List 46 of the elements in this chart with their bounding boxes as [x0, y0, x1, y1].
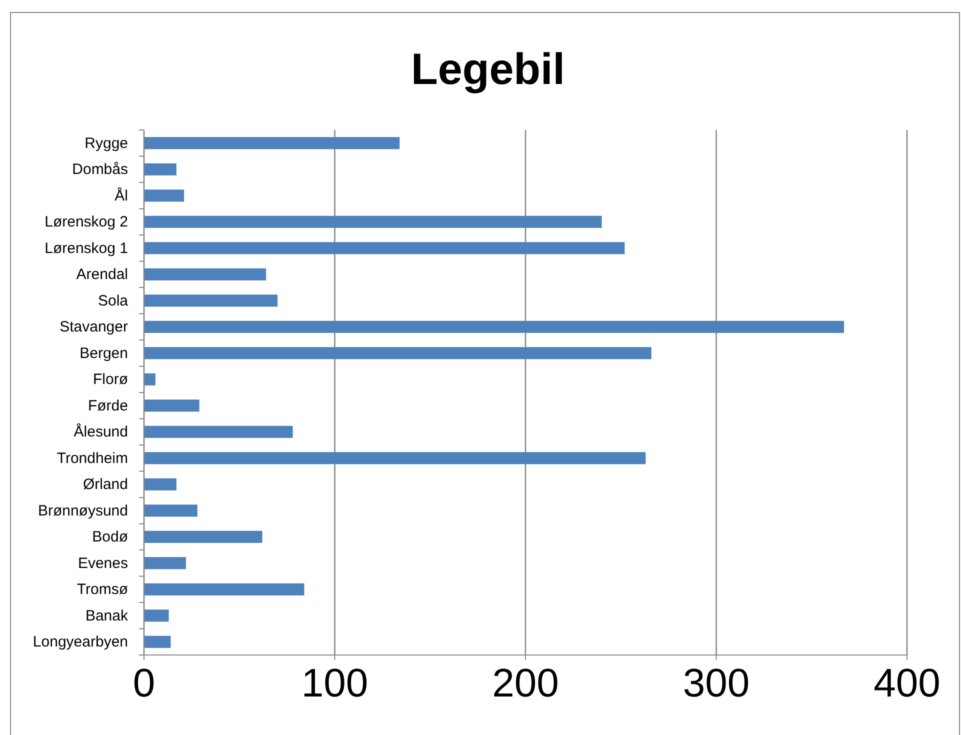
y-tick-label: Lørenskog 2	[44, 214, 128, 231]
bar	[144, 190, 184, 202]
x-tick-label: 300	[682, 661, 750, 706]
bar	[144, 400, 200, 412]
y-tick-label: Brønnøysund	[38, 502, 128, 520]
y-tick-label: Ål	[114, 186, 128, 204]
y-tick-label: Tromsø	[76, 581, 128, 598]
y-tick-label: Florø	[93, 371, 128, 388]
bar	[144, 268, 266, 280]
y-tick-label: Stavanger	[60, 318, 128, 336]
bar	[144, 163, 176, 176]
y-tick-label: Ørland	[82, 476, 128, 494]
bar	[144, 216, 602, 228]
y-tick-label: Longyearbyen	[32, 634, 128, 651]
y-tick-label: Bodø	[92, 528, 128, 546]
bar	[144, 583, 304, 596]
y-tick-label: Bergen	[80, 344, 128, 362]
x-tick-label: 100	[301, 661, 368, 706]
bar	[144, 636, 171, 648]
bar	[144, 137, 400, 150]
bar	[144, 426, 293, 438]
bar	[144, 347, 652, 360]
y-tick-label: Dombås	[72, 161, 128, 178]
bar	[144, 557, 186, 570]
bar	[144, 452, 646, 464]
bar	[144, 478, 176, 490]
y-tick-label: Lørenskog 1	[44, 240, 128, 257]
bar	[144, 373, 156, 386]
bar	[144, 320, 844, 333]
y-tick-label: Trondheim	[56, 450, 128, 467]
bar	[144, 242, 625, 254]
bar	[144, 504, 198, 517]
bar	[144, 530, 262, 543]
chart-title: Legebil	[410, 45, 566, 94]
y-tick-label: Banak	[85, 607, 128, 624]
x-tick-label: 0	[132, 661, 156, 706]
x-tick-label: 400	[874, 661, 940, 706]
y-tick-label: Evenes	[78, 554, 128, 572]
bar	[144, 610, 169, 622]
bar	[144, 294, 278, 307]
y-tick-label: Rygge	[84, 134, 128, 152]
y-tick-label: Sola	[98, 292, 129, 310]
y-tick-label: Arendal	[76, 266, 128, 284]
y-tick-label: Ålesund	[74, 422, 128, 441]
y-tick-label: Førde	[88, 397, 128, 414]
x-tick-label: 200	[492, 661, 559, 706]
